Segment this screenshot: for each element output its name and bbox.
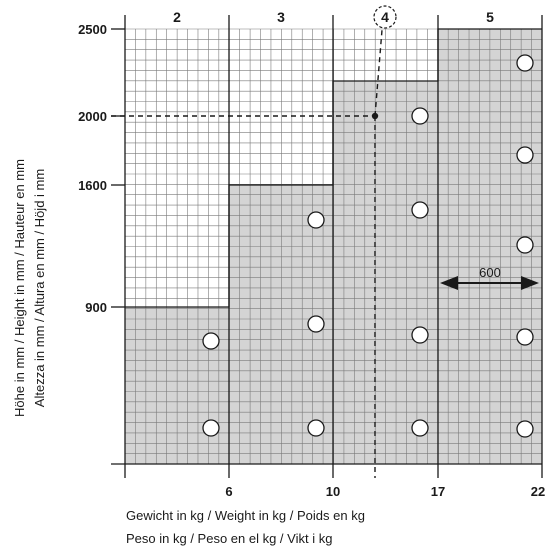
hole [516, 146, 534, 164]
y-tick-marks [111, 28, 125, 308]
hole [411, 419, 429, 437]
mounting-holes [202, 54, 534, 438]
hole [307, 315, 325, 333]
y-tick-2000: 2000 [78, 109, 107, 124]
hole [307, 211, 325, 229]
hole [516, 328, 534, 346]
x-tick-10: 10 [326, 484, 340, 499]
hole [516, 420, 534, 438]
hole [202, 419, 220, 437]
hole [202, 332, 220, 350]
hole [411, 201, 429, 219]
column-label-3: 3 [277, 9, 285, 25]
x-axis-label-line2: Peso in kg / Peso en el kg / Vikt i kg [126, 531, 333, 546]
x-tick-6: 6 [225, 484, 232, 499]
hole [411, 326, 429, 344]
column-label-5: 5 [486, 9, 494, 25]
example-reading [111, 29, 383, 478]
column-4-highlight-circle [373, 5, 397, 29]
dimension-arrow [440, 276, 539, 290]
x-tick-22: 22 [531, 484, 545, 499]
y-axis-label-line2: Altezza in mm / Altura en mm / Höjd i mm [32, 169, 47, 407]
y-axis-label-line1: Höhe in mm / Height in mm / Hauteur en m… [12, 159, 27, 417]
hole [411, 107, 429, 125]
y-tick-900: 900 [85, 300, 107, 315]
column-outlines [111, 15, 543, 478]
dimension-label: 600 [479, 265, 501, 280]
hole [307, 419, 325, 437]
hole [516, 54, 534, 72]
x-axis-label-line1: Gewicht in kg / Weight in kg / Poids en … [126, 508, 365, 523]
example-point [371, 112, 379, 120]
y-tick-1600: 1600 [78, 178, 107, 193]
column-label-2: 2 [173, 9, 181, 25]
hole [516, 236, 534, 254]
column-label-4: 4 [381, 9, 389, 25]
x-tick-17: 17 [431, 484, 445, 499]
y-tick-2500: 2500 [78, 22, 107, 37]
